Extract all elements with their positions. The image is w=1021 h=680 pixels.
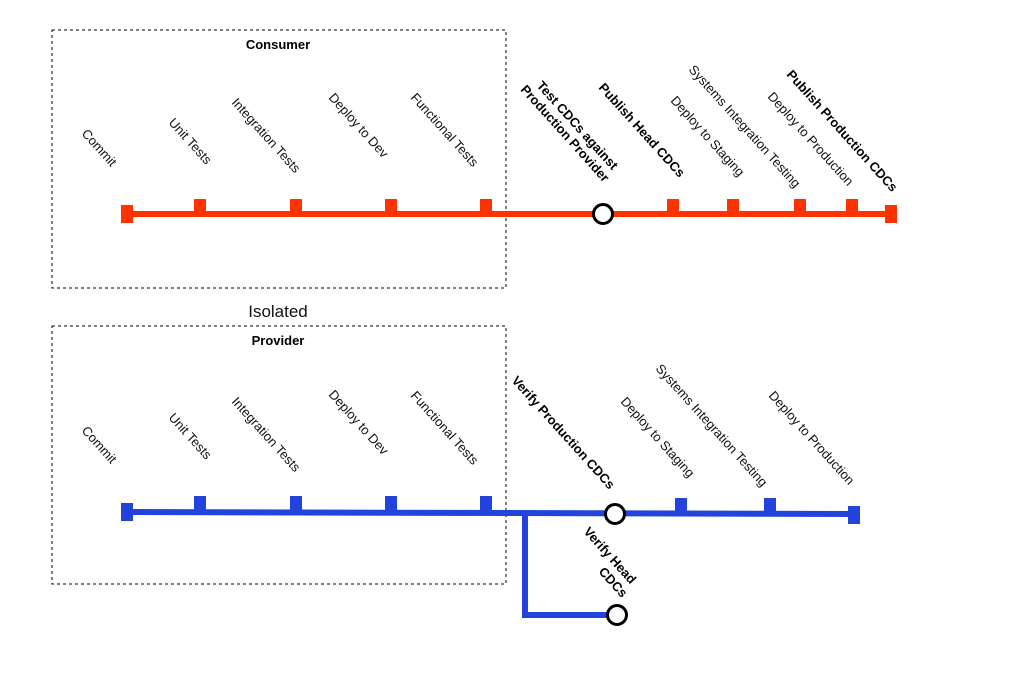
provider-tick-functional-tests	[480, 496, 492, 511]
consumer-label-functional-tests: Functional Tests	[408, 90, 482, 170]
provider-tick-integration-tests	[290, 496, 302, 511]
consumer-tick-deploy-dev	[385, 199, 397, 214]
consumer-tick-deploy-staging	[667, 199, 679, 214]
provider-branch-line	[522, 513, 612, 618]
consumer-tick-integration-tests	[290, 199, 302, 214]
consumer-tick-publish-production	[846, 199, 858, 214]
provider-label-unit-tests: Unit Tests	[166, 410, 216, 463]
provider-node-verify-head	[606, 604, 628, 626]
consumer-box	[51, 29, 507, 289]
provider-tick-deploy-dev	[385, 496, 397, 511]
consumer-tick-unit-tests	[194, 199, 206, 214]
provider-track	[126, 509, 854, 517]
provider-tick-sit	[764, 498, 776, 513]
consumer-label-deploy-dev: Deploy to Dev	[326, 90, 392, 161]
consumer-node-test-cdcs	[592, 203, 614, 225]
consumer-end-cap	[885, 205, 897, 223]
provider-end-cap	[848, 506, 860, 524]
provider-tick-unit-tests	[194, 496, 206, 511]
provider-tick-deploy-staging	[675, 498, 687, 513]
provider-label-commit: Commit	[79, 423, 120, 467]
isolated-label: Isolated	[248, 302, 308, 321]
provider-label-deploy-dev: Deploy to Dev	[326, 387, 392, 458]
consumer-pipeline	[121, 199, 897, 225]
provider-title: Provider	[252, 333, 305, 348]
provider-box	[51, 325, 507, 585]
consumer-label-unit-tests: Unit Tests	[166, 115, 216, 168]
provider-label-integration-tests: Integration Tests	[229, 394, 304, 475]
consumer-label-integration-tests: Integration Tests	[229, 95, 304, 176]
provider-label-sit: Systems Integration Testing	[653, 361, 771, 490]
consumer-tick-deploy-production	[794, 199, 806, 214]
consumer-label-commit: Commit	[79, 126, 120, 170]
provider-label-functional-tests: Functional Tests	[408, 388, 482, 468]
provider-node-verify-production	[604, 503, 626, 525]
consumer-label-test-cdcs-2: Production Provider	[518, 82, 613, 185]
provider-pipeline	[121, 496, 860, 626]
provider-label-verify-production: Verify Production CDCs	[509, 373, 618, 492]
consumer-tick-sit	[727, 199, 739, 214]
provider-label-deploy-production: Deploy to Production	[766, 388, 858, 488]
consumer-title: Consumer	[246, 37, 310, 52]
consumer-start-cap	[121, 205, 133, 223]
provider-start-cap	[121, 503, 133, 521]
consumer-tick-functional-tests	[480, 199, 492, 214]
